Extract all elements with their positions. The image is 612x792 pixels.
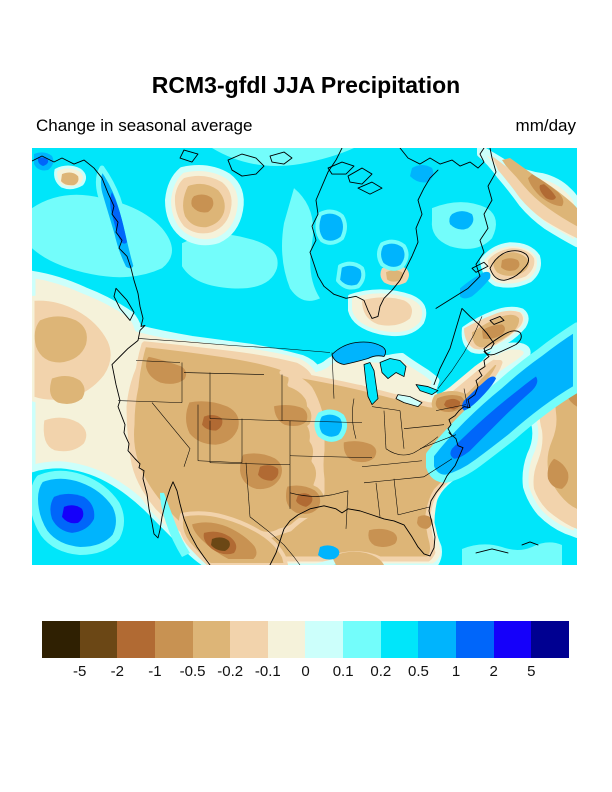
colorbar-swatch xyxy=(380,621,419,658)
colorbar-tick-label: 0.5 xyxy=(407,663,429,680)
colorbar-swatch xyxy=(305,621,344,658)
colorbar-tick-label: -2 xyxy=(110,663,124,680)
colorbar-swatch xyxy=(42,621,80,658)
figure-title: RCM3-gfdl JJA Precipitation xyxy=(151,72,461,98)
colorbar-tick-label: 1 xyxy=(451,663,461,680)
colorbar-swatch xyxy=(418,621,457,658)
colorbar-swatch xyxy=(192,621,231,658)
colorbar-swatch xyxy=(343,621,381,658)
colorbar-tick-label: -0.1 xyxy=(254,663,281,680)
colorbar-swatch xyxy=(531,621,569,658)
colorbar xyxy=(42,621,569,658)
colorbar-tick-label: 0.2 xyxy=(370,663,392,680)
colorbar-swatch xyxy=(154,621,193,658)
colorbar-tick-label: 0.1 xyxy=(332,663,354,680)
colorbar-swatch xyxy=(230,621,268,658)
colorbar-tick-label: 0 xyxy=(301,663,310,680)
units-label: mm/day xyxy=(515,116,576,135)
map-plot xyxy=(32,148,577,565)
coastline xyxy=(32,148,539,565)
colorbar-swatch xyxy=(456,621,494,658)
colorbar-tick-label: 5 xyxy=(527,663,536,680)
subtitle-row: Change in seasonal average mm/day xyxy=(36,116,576,136)
colorbar-swatch xyxy=(79,621,118,658)
precipitation-map xyxy=(32,148,577,565)
colorbar-swatches xyxy=(42,621,569,658)
state-borders xyxy=(117,316,483,565)
colorbar-swatch xyxy=(493,621,532,658)
colorbar-tick-label: 2 xyxy=(489,663,498,680)
colorbar-tick-label: -0.2 xyxy=(217,663,244,680)
subtitle-left: Change in seasonal average xyxy=(36,116,253,135)
colorbar-swatch xyxy=(267,621,306,658)
colorbar-tick-label: -5 xyxy=(72,663,87,680)
colorbar-swatch xyxy=(117,621,155,658)
colorbar-ticks: -5 -2 -1 -0.5 -0.2 -0.1 0 0.1 0.2 0.5 1 2 5 xyxy=(42,663,569,683)
colorbar-tick-label: -1 xyxy=(148,663,162,680)
colorbar-tick-label: -0.5 xyxy=(179,663,206,680)
